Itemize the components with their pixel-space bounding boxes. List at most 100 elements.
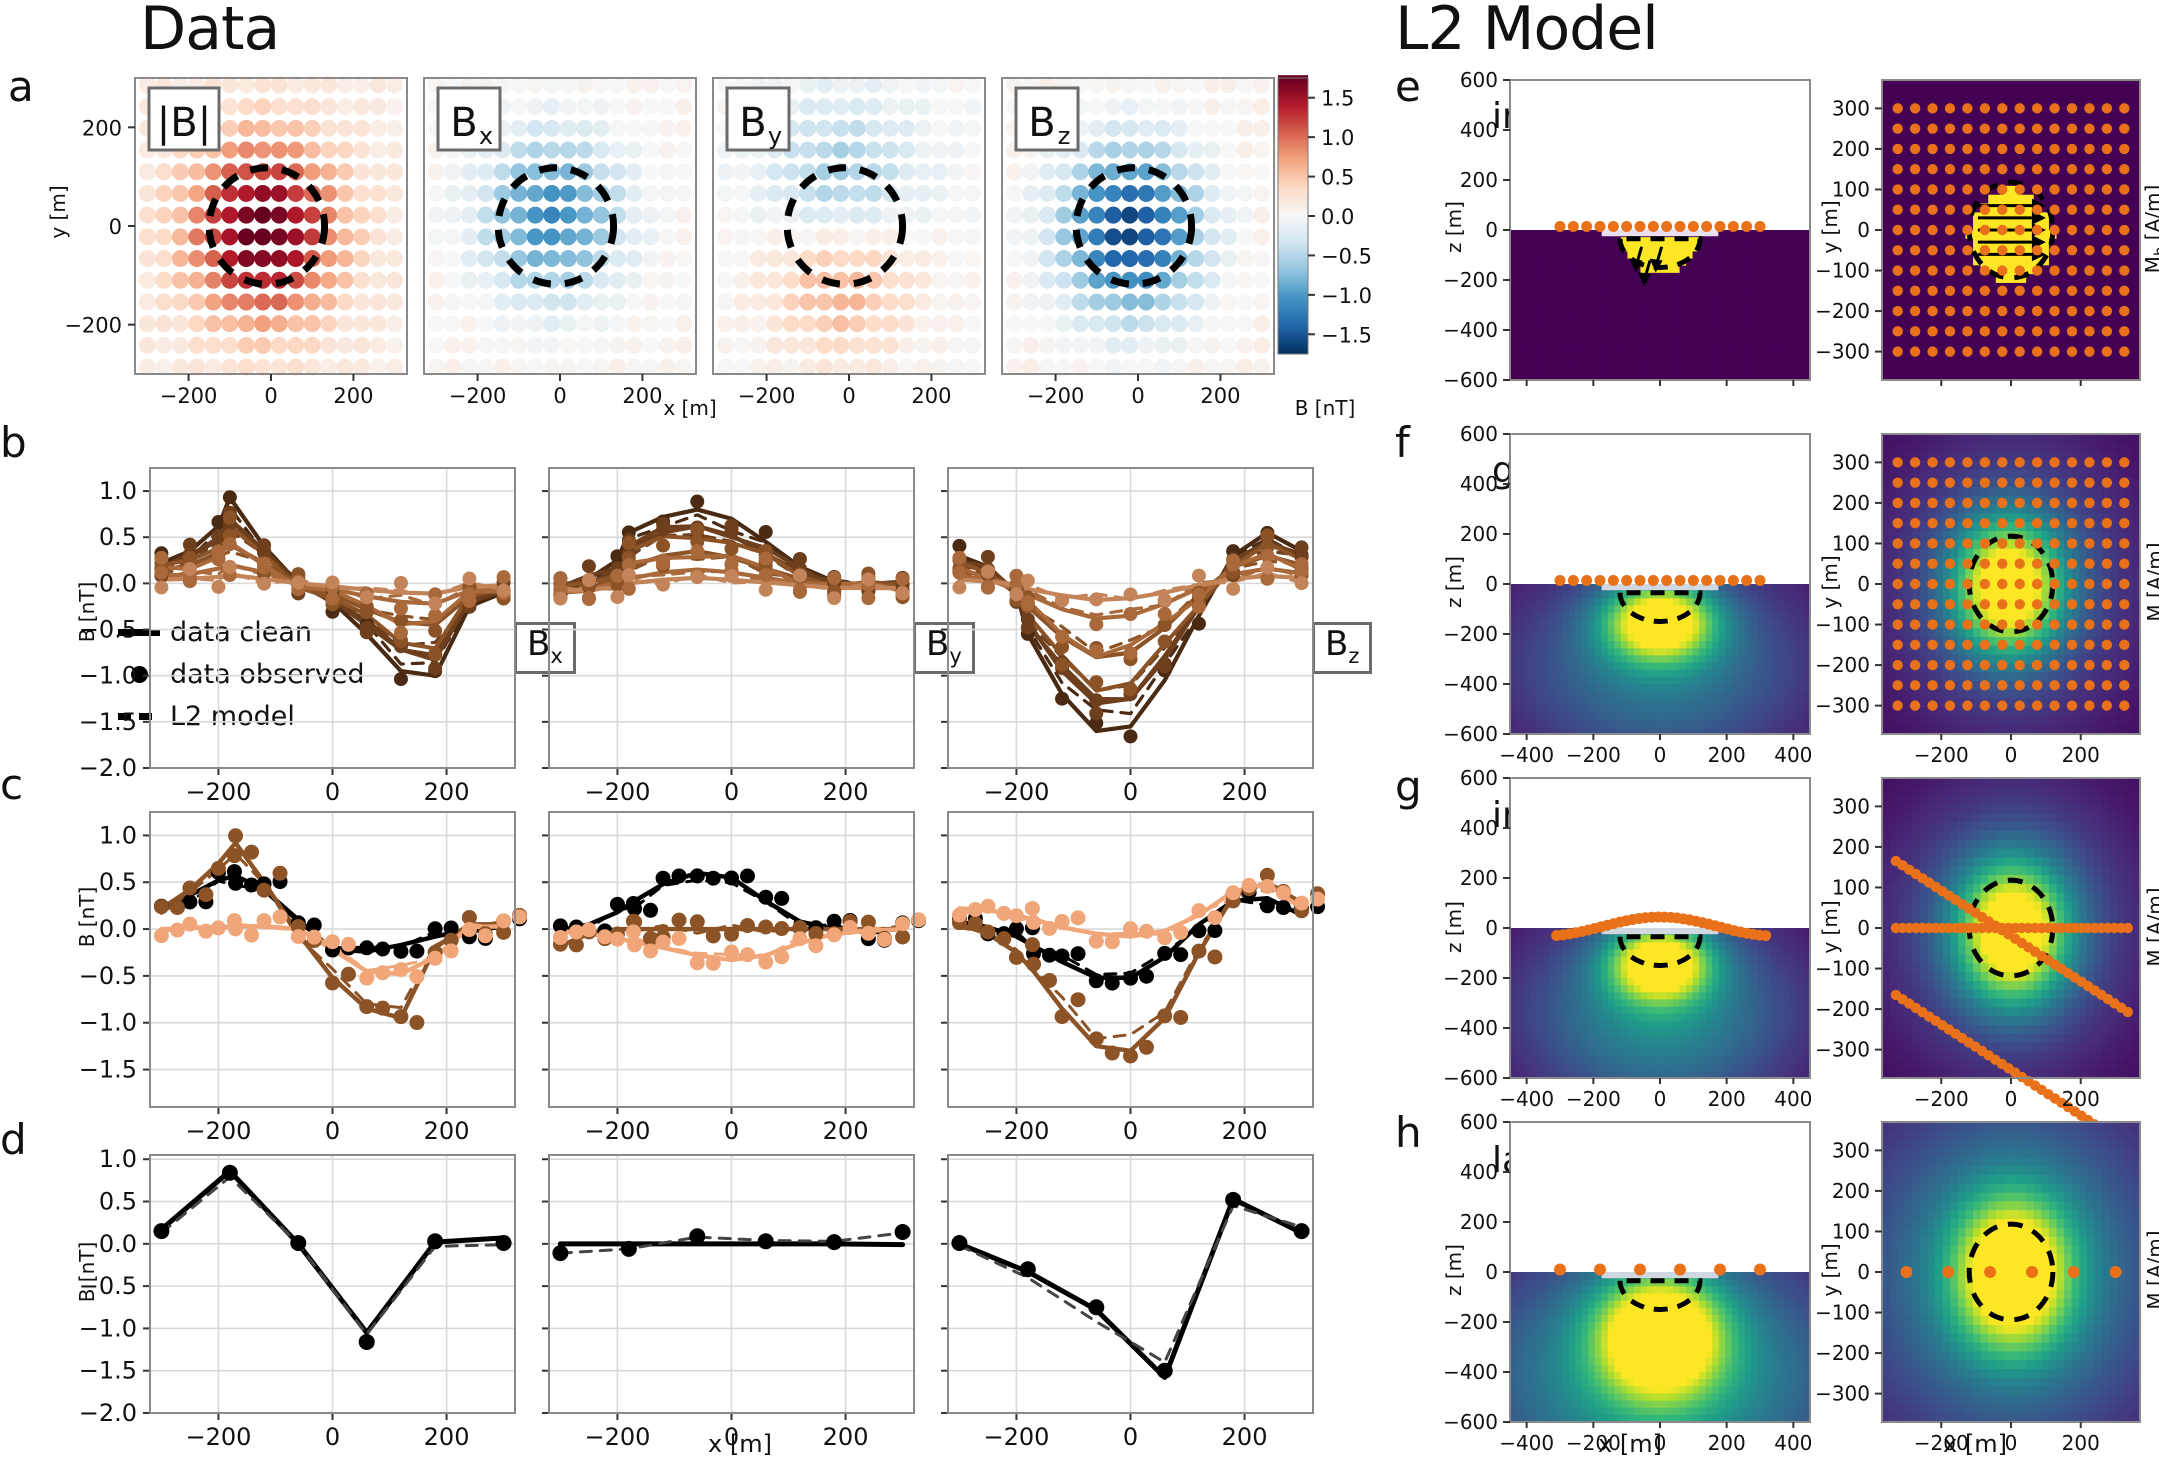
- svg-text:−300: −300: [1815, 340, 1870, 364]
- svg-text:200: 200: [823, 1423, 869, 1451]
- svg-text:0: 0: [1123, 778, 1138, 806]
- svg-text:−200: −200: [160, 384, 218, 408]
- svg-text:−1.0: −1.0: [79, 1009, 137, 1037]
- svg-text:z: z: [1058, 122, 1071, 150]
- svg-text:0: 0: [264, 384, 277, 408]
- svg-text:0: 0: [1857, 218, 1870, 242]
- svg-text:0.5: 0.5: [99, 523, 137, 551]
- panel-letter-b: b: [0, 418, 27, 467]
- panel-a-colorbar-label: B [nT]: [1294, 396, 1356, 420]
- svg-text:0: 0: [842, 384, 855, 408]
- svg-text:0: 0: [325, 778, 340, 806]
- svg-text:0: 0: [1485, 218, 1498, 242]
- svg-text:−200: −200: [185, 778, 251, 806]
- svg-text:200: 200: [82, 116, 122, 140]
- svg-text:−200: −200: [983, 1423, 1049, 1451]
- svg-text:0.0: 0.0: [99, 915, 137, 943]
- svg-text:−200: −200: [983, 1117, 1049, 1145]
- panel-a-xlabel: x [m]: [663, 396, 717, 420]
- svg-text:200: 200: [622, 384, 662, 408]
- panel-letter-a: a: [8, 62, 34, 111]
- svg-text:−200: −200: [64, 314, 122, 338]
- svg-text:−2.0: −2.0: [79, 754, 137, 782]
- svg-text:−1.5: −1.5: [79, 1056, 137, 1084]
- panel-d-xlabel: x [m]: [708, 1430, 772, 1458]
- svg-text:B: B: [450, 100, 477, 146]
- svg-text:x: x: [479, 122, 493, 150]
- svg-text:−1.5: −1.5: [1321, 323, 1372, 347]
- svg-text:200: 200: [1460, 168, 1498, 192]
- svg-text:600: 600: [1460, 68, 1498, 92]
- legend-item-l2-model: L2 model: [118, 701, 365, 732]
- svg-text:200: 200: [1222, 1117, 1268, 1145]
- svg-text:|B|: |B|: [157, 100, 211, 146]
- svg-text:1.0: 1.0: [99, 821, 137, 849]
- svg-text:−200: −200: [584, 1423, 650, 1451]
- svg-text:−0.5: −0.5: [79, 1272, 137, 1300]
- svg-text:−200: −200: [584, 778, 650, 806]
- title-data: Data: [140, 0, 280, 64]
- svg-text:0.5: 0.5: [99, 868, 137, 896]
- svg-text:−200: −200: [1815, 299, 1870, 323]
- svg-text:200: 200: [911, 384, 951, 408]
- panel-letter-c: c: [0, 760, 24, 809]
- svg-text:1.0: 1.0: [99, 477, 137, 505]
- svg-text:−200: −200: [1443, 268, 1498, 292]
- svg-text:0: 0: [724, 1117, 739, 1145]
- svg-text:−600: −600: [1443, 368, 1498, 392]
- svg-text:0: 0: [325, 1117, 340, 1145]
- legend-item-data-clean: data clean: [118, 617, 365, 648]
- panel-b-label-bx: Bx: [514, 622, 576, 674]
- panel-letter-h: h: [1395, 1108, 1422, 1157]
- svg-text:−200: −200: [584, 1117, 650, 1145]
- svg-text:−1.5: −1.5: [79, 1357, 137, 1385]
- svg-text:0: 0: [1123, 1117, 1138, 1145]
- svg-text:200: 200: [1200, 384, 1240, 408]
- svg-text:−200: −200: [983, 778, 1049, 806]
- legend-label-l2-model: L2 model: [170, 701, 295, 732]
- title-l2-model: L2 Model: [1395, 0, 1659, 64]
- svg-text:B: B: [739, 100, 766, 146]
- legend-label-data-clean: data clean: [170, 617, 313, 648]
- svg-text:200: 200: [1222, 778, 1268, 806]
- dot-marker-icon: [131, 666, 148, 683]
- svg-text:0: 0: [724, 778, 739, 806]
- svg-text:0.5: 0.5: [99, 1188, 137, 1216]
- svg-text:1.5: 1.5: [1321, 87, 1354, 111]
- svg-text:200: 200: [823, 778, 869, 806]
- svg-text:0: 0: [724, 1423, 739, 1451]
- panel-b-label-by: By: [913, 622, 975, 674]
- svg-text:−400: −400: [1443, 318, 1498, 342]
- panel-letter-f: f: [1395, 418, 1410, 467]
- svg-text:0.0: 0.0: [1321, 205, 1354, 229]
- svg-text:−200: −200: [738, 384, 796, 408]
- svg-text:−0.5: −0.5: [1321, 244, 1372, 268]
- svg-text:−0.5: −0.5: [79, 616, 137, 644]
- svg-text:0: 0: [553, 384, 566, 408]
- svg-text:400: 400: [1460, 118, 1498, 142]
- svg-text:200: 200: [1832, 137, 1870, 161]
- svg-text:0: 0: [109, 215, 122, 239]
- svg-text:0.0: 0.0: [99, 569, 137, 597]
- solid-line-icon: [118, 629, 160, 636]
- svg-text:200: 200: [424, 1117, 470, 1145]
- svg-text:200: 200: [424, 778, 470, 806]
- svg-text:−200: −200: [185, 1117, 251, 1145]
- dashed-line-icon: [118, 713, 160, 720]
- svg-text:0.0: 0.0: [99, 1230, 137, 1258]
- svg-text:0: 0: [1131, 384, 1144, 408]
- panel-h-left-xlabel: x [m]: [1598, 1430, 1662, 1458]
- svg-text:−200: −200: [1027, 384, 1085, 408]
- svg-text:y: y: [768, 122, 782, 150]
- svg-text:−1.0: −1.0: [1321, 284, 1372, 308]
- panel-letter-e: e: [1395, 62, 1421, 111]
- svg-text:−200: −200: [449, 384, 507, 408]
- svg-text:100: 100: [1832, 177, 1870, 201]
- svg-text:200: 200: [823, 1117, 869, 1145]
- svg-text:1.0: 1.0: [1321, 126, 1354, 150]
- svg-text:−0.5: −0.5: [79, 962, 137, 990]
- svg-text:−2.0: −2.0: [79, 1399, 137, 1427]
- panel-letter-d: d: [0, 1115, 27, 1164]
